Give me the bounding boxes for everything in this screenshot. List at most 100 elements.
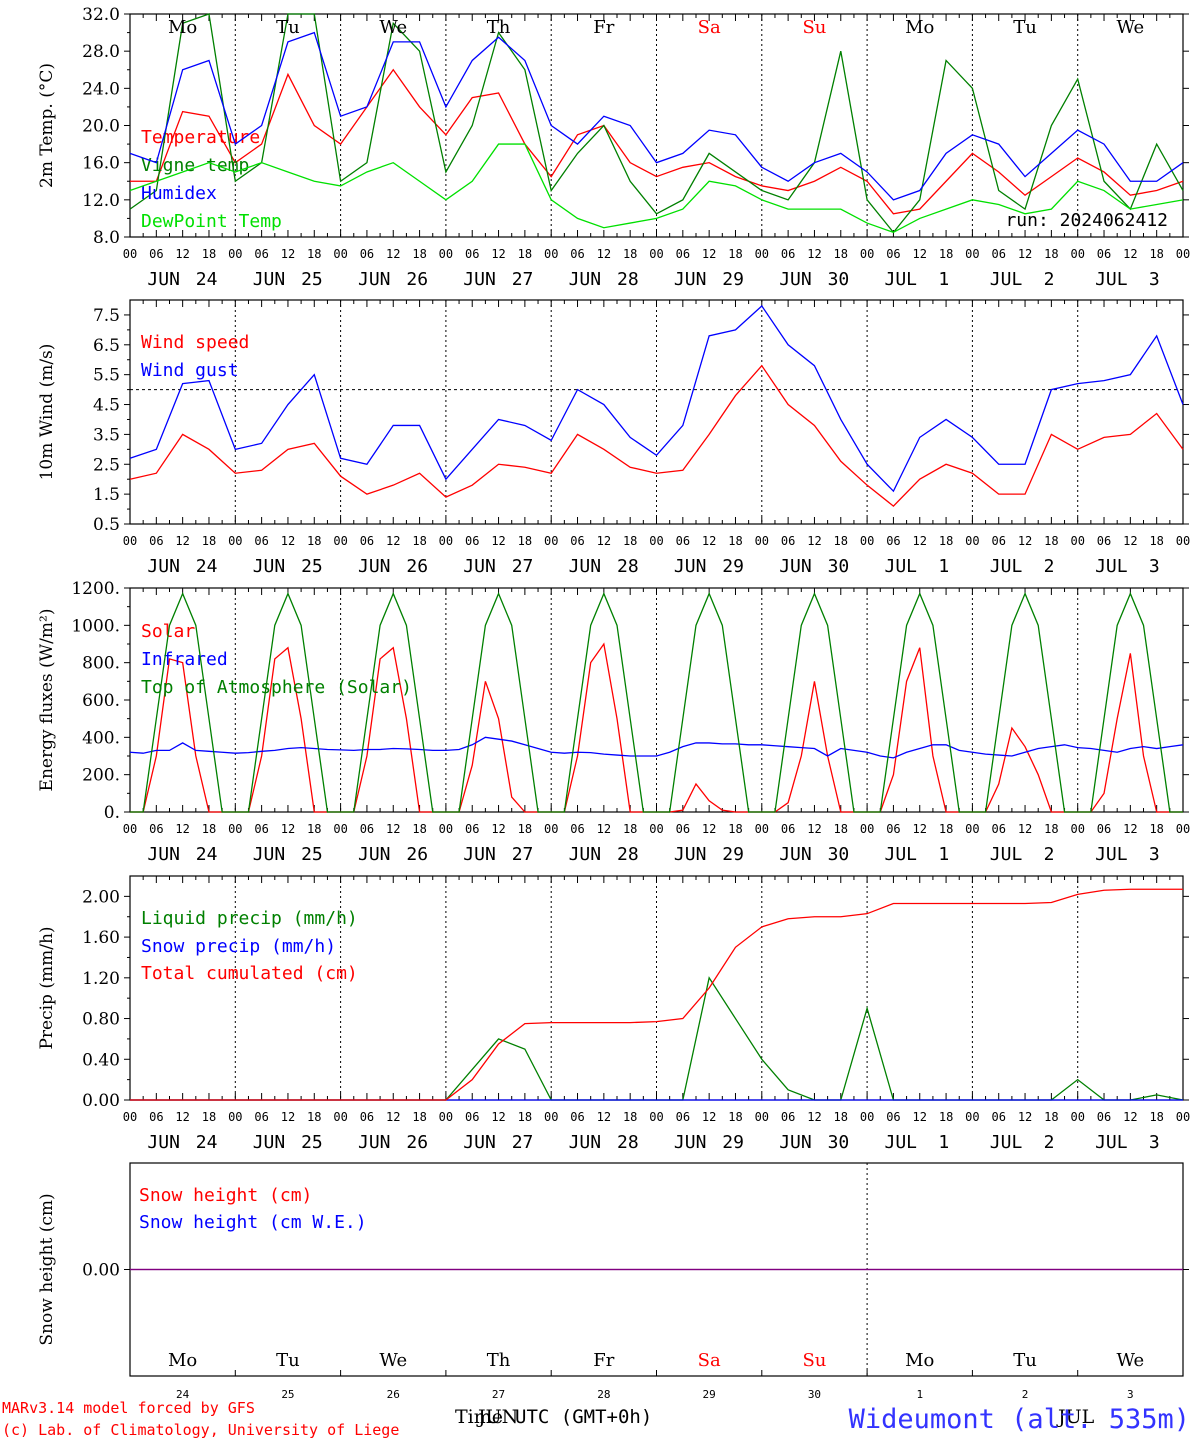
hour-tick-label: 12 <box>1018 822 1032 836</box>
weekday-label: Mo <box>905 17 934 38</box>
y-axis-label: Precip (mm/h) <box>37 926 57 1049</box>
date-label: 28 <box>617 269 639 290</box>
y-axis-label: 10m Wind (m/s) <box>37 344 57 481</box>
hour-tick-label: 06 <box>254 247 268 261</box>
hour-tick-label: 06 <box>570 534 584 548</box>
month-label: JUN <box>779 1132 812 1153</box>
timezone-label: UTC (GMT+0h) <box>515 1406 652 1428</box>
date-label: 2 <box>1044 1132 1055 1153</box>
y-tick-label: 1000. <box>71 616 120 636</box>
hour-tick-label: 00 <box>228 822 242 836</box>
hour-tick-label: 12 <box>1018 534 1032 548</box>
legend-entry: Humidex <box>141 183 217 204</box>
hour-tick-label: 00 <box>544 822 558 836</box>
hour-tick-label: 06 <box>570 247 584 261</box>
series-line-humidex <box>129 31 1184 201</box>
month-label: JUN <box>569 844 602 865</box>
hour-tick-label: 12 <box>702 247 716 261</box>
hour-tick-label: 00 <box>1176 247 1190 261</box>
y-tick-label: 1200. <box>71 579 120 599</box>
hour-tick-label: 18 <box>1149 534 1163 548</box>
date-label: 28 <box>597 1388 610 1401</box>
date-label: 28 <box>617 556 639 577</box>
hour-tick-label: 06 <box>149 247 163 261</box>
legend-entry: Top of Atmosphere (Solar) <box>141 677 412 698</box>
y-axis-label: 2m Temp. (°C) <box>37 63 57 188</box>
hour-tick-label: 00 <box>965 1110 979 1124</box>
date-label: 2 <box>1044 269 1055 290</box>
hour-tick-label: 06 <box>149 1110 163 1124</box>
hour-tick-label: 12 <box>175 534 189 548</box>
hour-tick-label: 18 <box>202 1110 216 1124</box>
hour-tick-label: 00 <box>755 1110 769 1124</box>
hour-tick-label: 18 <box>202 534 216 548</box>
date-label: 29 <box>722 269 744 290</box>
hour-tick-label: 00 <box>439 822 453 836</box>
hour-tick-label: 12 <box>807 822 821 836</box>
hour-tick-label: 00 <box>228 534 242 548</box>
month-label: JUL <box>990 844 1023 865</box>
weekday-label: Sa <box>698 17 721 38</box>
hour-tick-label: 00 <box>755 822 769 836</box>
hour-tick-label: 12 <box>281 534 295 548</box>
hour-tick-label: 00 <box>333 534 347 548</box>
hour-tick-label: 12 <box>913 822 927 836</box>
hour-tick-label: 18 <box>623 822 637 836</box>
hour-tick-label: 18 <box>1044 1110 1058 1124</box>
date-label: 24 <box>176 1388 190 1401</box>
hour-tick-label: 18 <box>939 822 953 836</box>
month-label: JUL <box>990 1132 1023 1153</box>
date-label: 25 <box>301 844 323 865</box>
hour-tick-label: 12 <box>913 1110 927 1124</box>
month-label: JUN <box>147 556 180 577</box>
hour-tick-label: 12 <box>386 822 400 836</box>
hour-tick-label: 06 <box>1097 534 1111 548</box>
hour-tick-label: 00 <box>860 247 874 261</box>
hour-tick-label: 06 <box>254 1110 268 1124</box>
hour-tick-label: 00 <box>439 534 453 548</box>
y-tick-label: 16.0 <box>82 154 120 174</box>
month-label: JUN <box>253 269 286 290</box>
month-label: JUN <box>147 269 180 290</box>
y-tick-label: 4.5 <box>93 396 120 416</box>
y-tick-label: 800. <box>82 654 120 674</box>
hour-tick-label: 06 <box>570 1110 584 1124</box>
hour-tick-label: 00 <box>1176 534 1190 548</box>
month-label: JUN <box>674 269 707 290</box>
legend-entry: Wind gust <box>141 360 239 381</box>
month-label: JUN <box>779 269 812 290</box>
hour-tick-label: 18 <box>307 247 321 261</box>
run-label: run: 2024062412 <box>1005 210 1168 231</box>
panel-4: 0.00 0.40 0.80 1.20 1.60 2.00 Precip (mm/h) Liq… <box>37 875 1190 1153</box>
y-tick-label: 32.0 <box>82 5 120 25</box>
hour-tick-label: 00 <box>649 247 663 261</box>
hour-tick-label: 06 <box>781 534 795 548</box>
hour-tick-label: 18 <box>1149 247 1163 261</box>
legend-entry: Wind speed <box>141 332 249 353</box>
date-label: 3 <box>1149 844 1160 865</box>
hour-tick-label: 12 <box>597 534 611 548</box>
y-tick-label: 0.40 <box>82 1050 120 1070</box>
date-label: 29 <box>703 1388 716 1401</box>
legend-entry: Vigne temp <box>141 155 249 176</box>
date-label: 27 <box>492 1388 505 1401</box>
hour-tick-label: 06 <box>254 534 268 548</box>
hour-tick-label: 00 <box>544 1110 558 1124</box>
series-line-vigne-temp <box>129 13 1184 234</box>
date-label: 3 <box>1149 556 1160 577</box>
month-label: JUN <box>779 844 812 865</box>
jun-month-label: JUN <box>476 1406 518 1428</box>
y-tick-label: 28.0 <box>82 42 120 62</box>
month-label: JUN <box>147 844 180 865</box>
weekday-label: Tu <box>1013 17 1037 38</box>
month-label: JUL <box>1095 1132 1128 1153</box>
y-axis-label: Snow height (cm) <box>37 1193 57 1345</box>
hour-tick-label: 18 <box>412 822 426 836</box>
y-tick-label: 1.60 <box>82 928 120 948</box>
month-label: JUN <box>463 269 496 290</box>
month-label: JUN <box>358 844 391 865</box>
month-label: JUN <box>569 1132 602 1153</box>
y-tick-label: 5.5 <box>93 366 120 386</box>
hour-tick-label: 06 <box>1097 247 1111 261</box>
date-label: 1 <box>938 844 949 865</box>
